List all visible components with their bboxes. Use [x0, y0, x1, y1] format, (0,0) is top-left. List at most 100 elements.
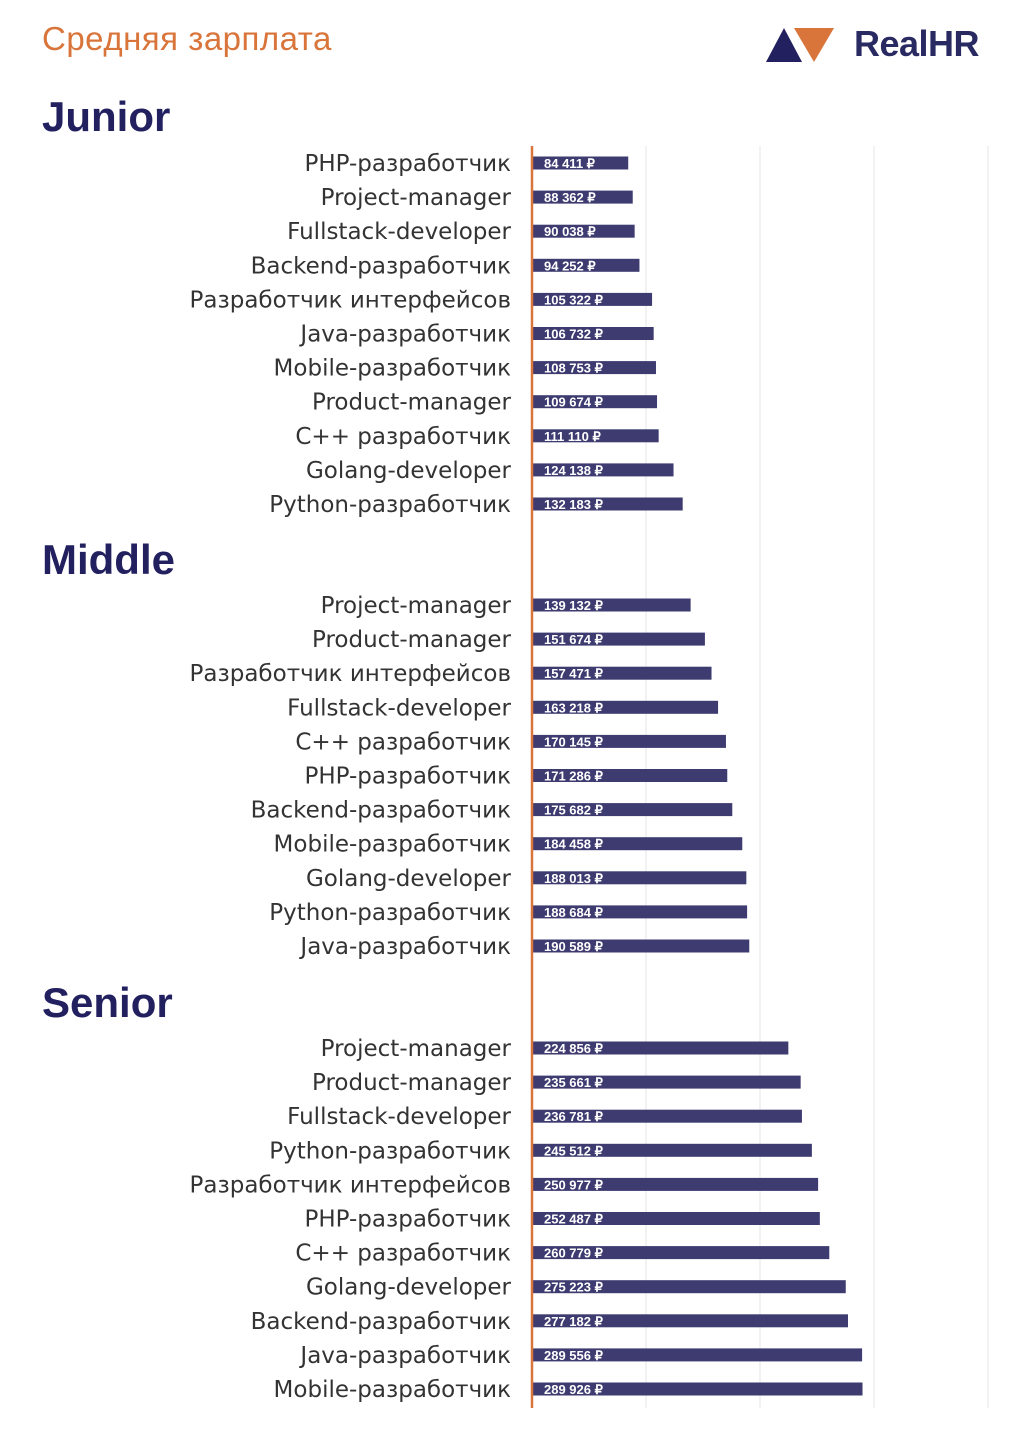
category-label: Java-разработчик [298, 322, 511, 348]
data-label: 109 674 ₽ [544, 395, 604, 410]
data-label: 260 779 ₽ [544, 1246, 604, 1261]
data-label: 106 732 ₽ [544, 327, 604, 342]
bar [532, 327, 654, 340]
data-label: 236 781 ₽ [544, 1109, 604, 1124]
bar [532, 497, 683, 511]
data-label: 250 977 ₽ [544, 1177, 604, 1192]
category-label: C++ разработчик [295, 424, 511, 450]
logo-mark-icon [766, 28, 834, 62]
data-label: 108 753 ₽ [544, 361, 604, 376]
page-title: Средняя зарплата [42, 20, 332, 57]
data-label: 88 362 ₽ [544, 190, 596, 205]
category-label: Backend-разработчик [251, 798, 511, 824]
category-label: Python-разработчик [269, 900, 511, 926]
category-label: Mobile-разработчик [274, 1377, 512, 1403]
bar [532, 803, 733, 817]
data-label: 105 322 ₽ [544, 292, 604, 307]
data-label: 245 512 ₽ [544, 1143, 604, 1158]
bar [532, 258, 640, 272]
data-label: 139 132 ₽ [544, 598, 604, 613]
bar [532, 190, 633, 204]
category-label: Java-разработчик [298, 1343, 511, 1369]
category-label: PHP-разработчик [304, 764, 511, 790]
category-label: Backend-разработчик [251, 253, 511, 279]
data-label: 184 458 ₽ [544, 837, 604, 852]
category-label: Python-разработчик [269, 492, 511, 518]
category-label: Project-manager [321, 1036, 512, 1062]
data-label: 111 110 ₽ [544, 429, 601, 444]
section-title-junior: Junior [42, 93, 171, 140]
bar [532, 734, 726, 748]
category-label: Разработчик интерфейсов [190, 287, 511, 313]
section-title-middle: Middle [42, 536, 175, 583]
bar [532, 156, 629, 170]
category-label: Backend-разработчик [251, 1309, 511, 1335]
category-label: Golang-developer [306, 866, 512, 892]
data-label: 170 145 ₽ [544, 734, 604, 749]
bar [532, 939, 750, 953]
bar [532, 361, 656, 375]
category-label: Java-разработчик [298, 934, 511, 960]
category-label: Product-manager [312, 390, 512, 416]
data-label: 175 682 ₽ [544, 803, 604, 818]
data-label: 163 218 ₽ [544, 700, 604, 715]
category-label: Fullstack-developer [287, 219, 511, 245]
category-label: PHP-разработчик [304, 151, 511, 177]
category-label: C++ разработчик [295, 1241, 511, 1267]
category-label: Product-manager [312, 627, 512, 653]
bar [532, 769, 728, 782]
data-label: 124 138 ₽ [544, 463, 604, 478]
data-label: 275 223 ₽ [544, 1280, 604, 1295]
category-label: Python-разработчик [269, 1138, 511, 1164]
bar [532, 905, 748, 919]
category-label: Mobile-разработчик [274, 832, 512, 858]
bar [532, 1109, 802, 1123]
data-label: 252 487 ₽ [544, 1212, 604, 1227]
bar [532, 1177, 819, 1191]
category-label: Fullstack-developer [287, 695, 511, 721]
bar [532, 1075, 801, 1089]
bar [532, 700, 719, 714]
category-label: Разработчик интерфейсов [190, 661, 511, 687]
data-label: 132 183 ₽ [544, 497, 604, 512]
bar [532, 1348, 863, 1362]
data-label: 289 556 ₽ [544, 1348, 604, 1363]
category-label: Mobile-разработчик [274, 356, 512, 382]
bar [532, 1246, 830, 1260]
category-label: Golang-developer [306, 1275, 512, 1301]
bar [532, 1212, 820, 1225]
bar [532, 463, 674, 477]
category-label: Project-manager [321, 593, 512, 619]
bar [532, 292, 653, 306]
bar [532, 429, 659, 443]
bar [532, 598, 691, 612]
bar [532, 871, 747, 885]
logo-text: RealHR [854, 23, 980, 64]
data-label: 90 038 ₽ [544, 224, 596, 239]
bar [532, 395, 658, 409]
category-label: Fullstack-developer [287, 1104, 511, 1130]
category-label: Project-manager [321, 185, 512, 211]
bar [532, 666, 712, 680]
category-label: Golang-developer [306, 458, 512, 484]
realhr-logo: RealHR [764, 22, 994, 66]
bar [532, 1280, 846, 1294]
bar [532, 1143, 812, 1157]
category-label: C++ разработчик [295, 729, 511, 755]
data-label: 277 182 ₽ [544, 1314, 604, 1329]
bar [532, 1382, 863, 1396]
category-label: PHP-разработчик [304, 1207, 511, 1233]
data-label: 289 926 ₽ [544, 1382, 604, 1397]
data-label: 151 674 ₽ [544, 632, 604, 647]
bar [532, 1314, 848, 1328]
bar [532, 224, 635, 238]
section-title-senior: Senior [42, 979, 173, 1026]
data-label: 235 661 ₽ [544, 1075, 604, 1090]
data-label: 188 013 ₽ [544, 871, 604, 886]
data-label: 84 411 ₽ [544, 156, 596, 171]
data-label: 94 252 ₽ [544, 258, 596, 273]
bar [532, 632, 705, 646]
category-label: Разработчик интерфейсов [190, 1172, 511, 1198]
data-label: 171 286 ₽ [544, 769, 604, 784]
